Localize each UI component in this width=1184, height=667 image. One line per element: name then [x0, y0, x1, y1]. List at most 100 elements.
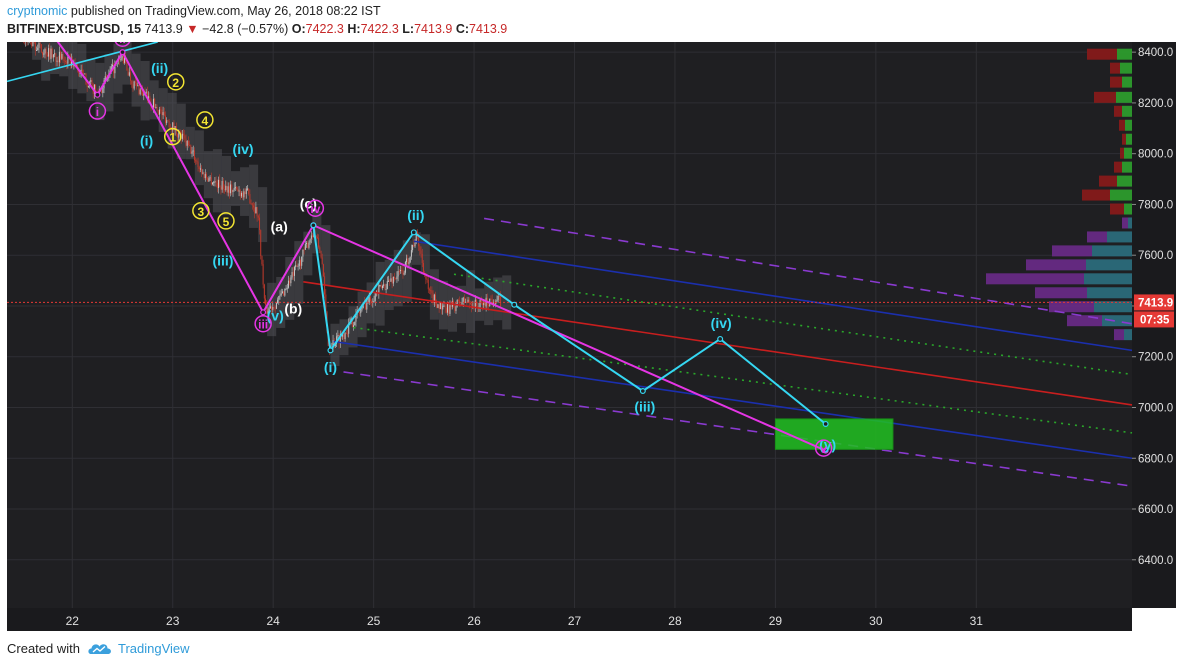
candle-body	[347, 333, 349, 335]
candle-body	[70, 58, 72, 66]
candle-body	[422, 263, 424, 273]
candle-body	[228, 186, 230, 194]
tradingview-brand[interactable]: TradingView	[118, 641, 190, 656]
candle-body	[155, 107, 157, 109]
chart-area[interactable]: 22 23 24 25 26 27 28 29 30 31 8400.0 8200.0 8000.0 78…	[0, 42, 1184, 632]
wave-label: (b)	[284, 301, 302, 317]
candle-body	[50, 48, 52, 59]
candle-body	[408, 261, 410, 265]
candle-body	[226, 185, 228, 193]
cloud-segment	[203, 151, 213, 199]
candle-body	[91, 80, 93, 85]
volume-bar-down	[1119, 119, 1125, 131]
cloud-segment	[457, 285, 467, 324]
candle-body	[390, 278, 392, 282]
wave-label-circle	[217, 212, 235, 230]
wave-label: 3	[198, 205, 205, 219]
candle-body	[95, 84, 97, 92]
volume-bar-up	[1094, 301, 1132, 313]
candle-body	[238, 190, 240, 192]
candle-body	[64, 60, 66, 62]
cloud-segment	[438, 280, 448, 330]
candle-body	[187, 140, 189, 146]
cloud-segment	[420, 234, 430, 275]
cloud-segment	[411, 232, 421, 265]
candle-body	[132, 84, 134, 89]
candle-body	[295, 265, 297, 268]
candle-body	[37, 47, 39, 50]
candle-body	[157, 110, 159, 115]
candle-body	[140, 89, 142, 91]
cloud-segment	[348, 306, 358, 348]
candle-body	[280, 293, 282, 296]
close-value: 7413.9	[469, 22, 508, 36]
candle-body	[404, 262, 406, 273]
candle-body	[166, 120, 168, 124]
candle-body	[309, 238, 311, 243]
y-tick-label: 8200.0	[1138, 98, 1173, 110]
candle-body	[178, 130, 180, 138]
candle-body	[316, 236, 318, 239]
cloud-segment	[221, 155, 231, 216]
candle-body	[482, 302, 484, 306]
candle-body	[383, 284, 385, 286]
candle-body	[409, 256, 411, 262]
volume-bar-down	[1120, 147, 1124, 159]
price-chart[interactable]: 22 23 24 25 26 27 28 29 30 318400.08200.08000.078…	[0, 42, 1184, 632]
candle-body	[212, 182, 214, 185]
candle-body	[291, 272, 293, 278]
candle-body	[336, 336, 338, 344]
candle-body	[266, 305, 268, 314]
candle-body	[205, 174, 207, 178]
candle-body	[104, 76, 106, 81]
candle-body	[298, 260, 300, 266]
wave-label-circle	[114, 42, 131, 47]
candle-body	[368, 296, 370, 303]
wave-label: v	[820, 442, 827, 456]
candle-body	[301, 256, 303, 266]
candle-body	[195, 160, 197, 162]
candle-body	[413, 244, 415, 247]
candle-body	[304, 244, 306, 250]
candle-body	[130, 72, 132, 81]
candle-body	[480, 299, 482, 303]
volume-bar-up	[1087, 287, 1132, 299]
candle-body	[269, 306, 271, 309]
candle-body	[277, 299, 279, 304]
volume-bar-up	[1120, 62, 1132, 74]
candle-body	[373, 300, 375, 302]
candle-body	[165, 115, 167, 124]
volume-bar-down	[1052, 245, 1092, 257]
tradingview-cloud-icon[interactable]	[87, 640, 113, 656]
candle-body	[40, 44, 42, 52]
y-tick-label: 7600.0	[1138, 250, 1173, 262]
candle-body	[83, 72, 85, 74]
author-link[interactable]: cryptnomic	[7, 4, 68, 18]
candle-body	[33, 42, 35, 43]
candle-body	[381, 285, 383, 289]
volume-bar-up	[1122, 105, 1132, 117]
cloud-segment	[149, 80, 159, 120]
candle-body	[318, 238, 320, 248]
candle-body	[162, 112, 164, 116]
candle-body	[32, 42, 34, 47]
candle-body	[46, 54, 48, 57]
wave-pivot-point	[94, 91, 101, 98]
candle-body	[77, 64, 79, 69]
candle-body	[128, 72, 130, 76]
candle-body	[183, 133, 185, 136]
candle-body	[494, 302, 496, 305]
candle-body	[198, 167, 200, 169]
high-value: 7422.3	[360, 22, 399, 36]
candle-body	[385, 288, 387, 290]
ohlc-line: BITFINEX:BTCUSD, 15 7413.9 ▼ −42.8 (−0.5…	[7, 22, 507, 36]
candle-body	[293, 267, 295, 276]
blue-lower-line	[333, 340, 1133, 460]
candle-body	[199, 168, 201, 170]
candle-body	[421, 253, 423, 264]
candle-body	[345, 332, 347, 334]
candle-body	[57, 60, 59, 63]
candle-body	[397, 271, 399, 277]
candle-body	[256, 207, 258, 217]
wave-label-circle	[254, 314, 272, 333]
